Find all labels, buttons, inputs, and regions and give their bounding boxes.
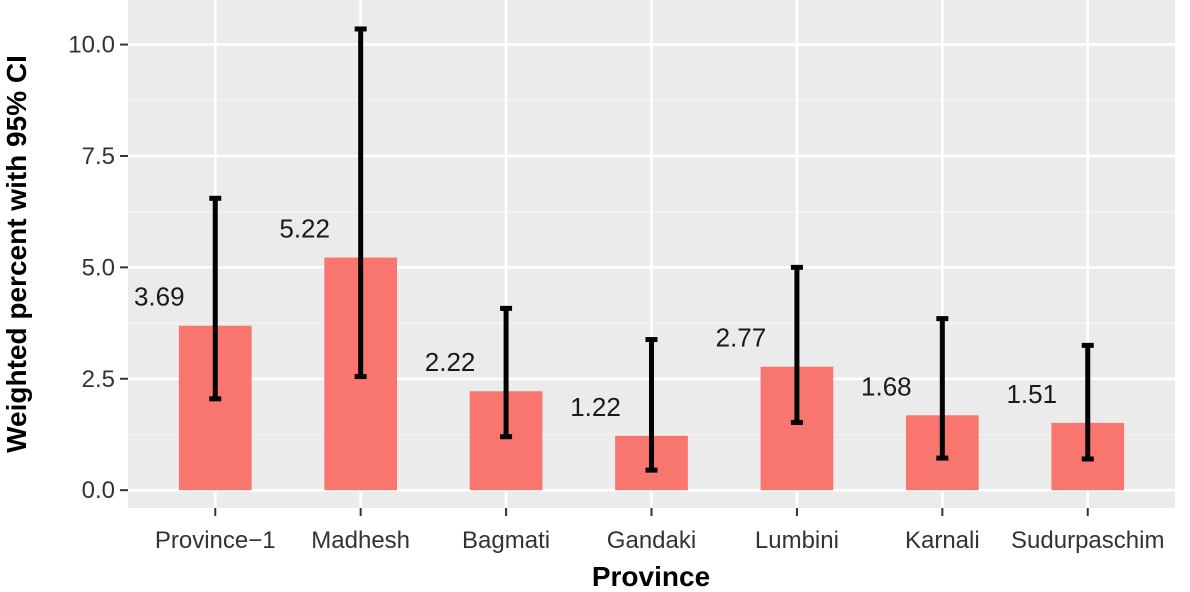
data-label-7: 1.51 (1006, 379, 1057, 409)
x-tick-label: Gandaki (607, 527, 696, 554)
y-tick-label: 2.5 (82, 366, 115, 393)
y-tick-label: 10.0 (68, 32, 115, 59)
x-tick-label: Karnali (905, 527, 980, 554)
data-label-4: 1.22 (570, 392, 621, 422)
data-label-3: 2.22 (425, 347, 476, 377)
x-axis: Province−1 Madhesh Bagmati Gandaki Lumbini Ka… (155, 508, 1164, 554)
data-labels: 3.69 5.22 2.22 1.22 2.77 1.68 1.51 (134, 214, 1057, 422)
data-label-1: 3.69 (134, 282, 185, 312)
error-bars (209, 26, 1094, 473)
data-label-5: 2.77 (716, 323, 767, 353)
data-label-2: 5.22 (279, 214, 330, 244)
y-tick-label: 5.0 (82, 254, 115, 281)
x-tick-label: Madhesh (311, 527, 410, 554)
error-bar-5 (790, 264, 803, 425)
x-tick-label: Lumbini (755, 527, 839, 554)
x-axis-title: Province (592, 561, 710, 592)
error-bar-2 (354, 26, 367, 380)
x-tick-label: Sudurpaschim (1011, 527, 1164, 554)
y-tick-label: 7.5 (82, 143, 115, 170)
data-label-6: 1.68 (861, 371, 912, 401)
error-bar-4 (645, 337, 658, 473)
y-tick-label: 0.0 (82, 477, 115, 504)
error-bar-3 (500, 305, 513, 440)
x-tick-label: Bagmati (462, 527, 550, 554)
error-bar-6 (936, 316, 949, 461)
y-axis: 0.0 2.5 5.0 7.5 10.0 (68, 32, 128, 504)
error-bar-7 (1081, 342, 1094, 462)
y-axis-title: Weighted percent with 95% CI (1, 55, 32, 453)
error-bar-1 (209, 195, 222, 402)
x-tick-label: Province−1 (155, 527, 276, 554)
